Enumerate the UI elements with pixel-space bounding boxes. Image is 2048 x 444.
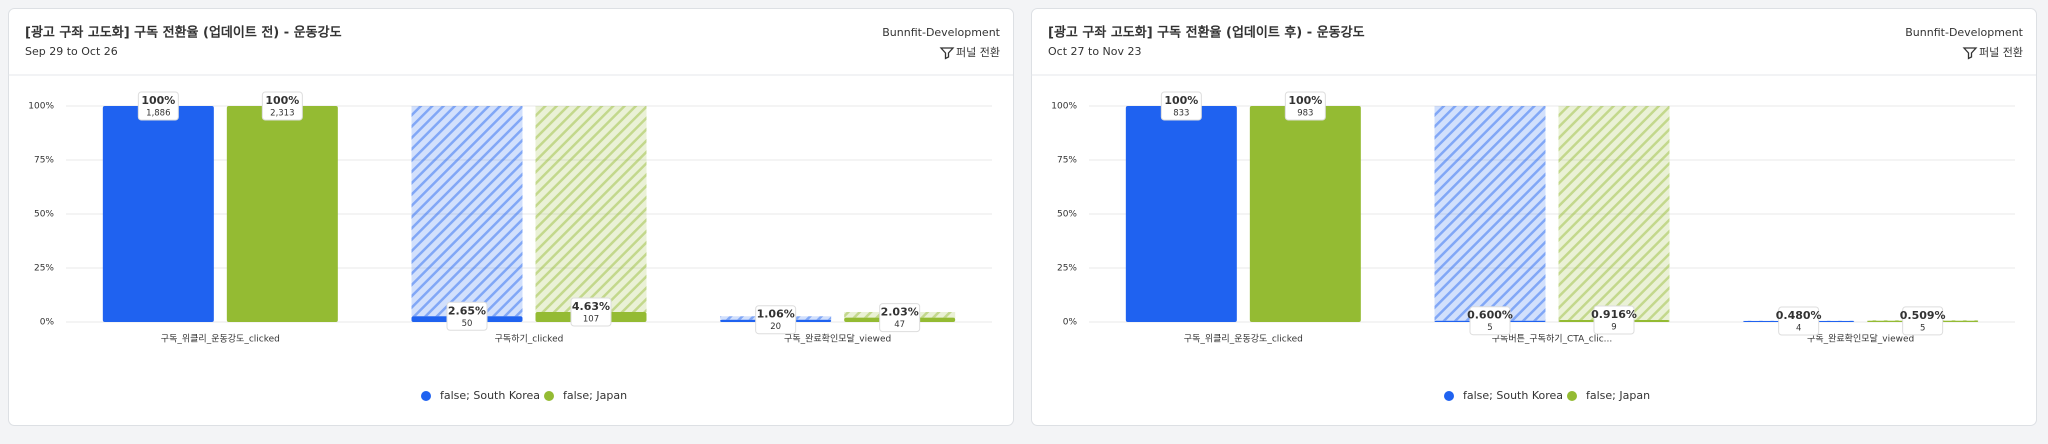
legend-marker	[1444, 391, 1454, 401]
value-label: 100% 983	[1285, 92, 1325, 120]
value-label-count: 983	[1297, 109, 1313, 119]
value-label-percent: 100%	[1288, 94, 1322, 107]
value-label-count: 5	[1920, 323, 1925, 333]
y-tick-label: 75%	[1057, 156, 1077, 166]
value-label-percent: 2.65%	[448, 304, 486, 317]
bar	[1126, 106, 1237, 322]
value-label-percent: 1.06%	[757, 308, 795, 321]
value-label: 0.916% 9	[1591, 306, 1637, 334]
dropoff-bar	[1559, 106, 1670, 320]
source-label: Bunnfit-Development	[882, 26, 1000, 39]
value-label-percent: 4.63%	[572, 300, 610, 313]
x-tick-label: 구독하기_clicked	[495, 334, 564, 345]
value-label-count: 47	[894, 320, 905, 330]
value-label-percent: 2.03%	[881, 306, 919, 319]
value-label-count: 50	[462, 319, 473, 329]
y-tick-label: 25%	[34, 264, 54, 274]
y-tick-label: 75%	[34, 156, 54, 166]
bar	[103, 106, 214, 322]
dropoff-bar	[1435, 106, 1546, 321]
value-label-count: 4	[1796, 323, 1801, 333]
x-tick-label: 구독_위클리_운동강도_clicked	[161, 334, 280, 345]
x-tick-label: 구독_위클리_운동강도_clicked	[1184, 334, 1303, 345]
chart-title: [광고 구좌 고도화] 구독 전환율 (업데이트 전) - 운동강도	[25, 25, 342, 41]
value-label: 4.63%107	[571, 298, 611, 326]
legend-label: false; South Korea	[440, 389, 540, 402]
value-label: 2.03%47	[880, 304, 920, 332]
value-label-count: 1,886	[146, 109, 170, 119]
chart-panel: [광고 구좌 고도화] 구독 전환율 (업데이트 전) - 운동강도 Sep 29…	[9, 9, 1014, 426]
value-label: 100% 833	[1161, 92, 1201, 120]
y-tick-label: 25%	[1057, 264, 1077, 274]
bar	[227, 106, 338, 322]
y-tick-label: 50%	[34, 210, 54, 220]
value-label: 0.509%5	[1900, 307, 1946, 335]
value-label: 100% 2,313	[262, 92, 302, 120]
value-label: 0.600%5	[1467, 307, 1513, 335]
value-label-count: 107	[583, 314, 599, 324]
y-tick-label: 50%	[1057, 210, 1077, 220]
button-label[interactable]: 퍼널 전환	[1979, 46, 2023, 59]
value-label: 100% 1,886	[138, 92, 178, 120]
chart-subtitle: Oct 27 to Nov 23	[1048, 45, 1142, 58]
value-label-percent: 0.509%	[1900, 309, 1946, 322]
legend-marker	[1567, 391, 1577, 401]
x-tick-label: 구독_완료확인모달_viewed	[784, 333, 891, 345]
value-label-percent: 100%	[1164, 94, 1198, 107]
x-tick-label: 구독_완료확인모달_viewed	[1807, 333, 1914, 345]
chart-panel: [광고 구좌 고도화] 구독 전환율 (업데이트 후) - 운동강도 Oct 27…	[1032, 9, 2037, 426]
button-label[interactable]: 퍼널 전환	[956, 46, 1000, 59]
value-label: 2.65% 50	[447, 302, 487, 330]
y-tick-label: 100%	[1051, 102, 1077, 112]
legend-label: false; South Korea	[1463, 389, 1563, 402]
value-label: 1.06%20	[756, 306, 796, 334]
value-label-count: 9	[1611, 323, 1616, 333]
chart-title: [광고 구좌 고도화] 구독 전환율 (업데이트 후) - 운동강도	[1048, 25, 1365, 41]
value-label-percent: 0.916%	[1591, 308, 1637, 321]
value-label-count: 833	[1173, 109, 1189, 119]
y-tick-label: 0%	[40, 318, 55, 328]
value-label-percent: 100%	[265, 94, 299, 107]
value-label: 0.480%4	[1776, 307, 1822, 335]
legend-marker	[421, 391, 431, 401]
legend-marker	[544, 391, 554, 401]
legend-label: false; Japan	[563, 389, 627, 402]
bar	[1250, 106, 1361, 322]
value-label-percent: 100%	[141, 94, 175, 107]
dropoff-bar	[412, 106, 523, 316]
x-tick-label: 구독버튼_구독하기_CTA_clic...	[1492, 334, 1612, 345]
value-label-count: 20	[770, 322, 781, 332]
value-label-percent: 0.600%	[1467, 309, 1513, 322]
y-tick-label: 0%	[1063, 318, 1078, 328]
value-label-count: 2,313	[270, 109, 294, 119]
source-label: Bunnfit-Development	[1905, 26, 2023, 39]
y-tick-label: 100%	[28, 102, 54, 112]
dropoff-bar	[536, 106, 647, 312]
value-label-percent: 0.480%	[1776, 309, 1822, 322]
value-label-count: 5	[1487, 323, 1492, 333]
chart-subtitle: Sep 29 to Oct 26	[25, 45, 118, 58]
legend-label: false; Japan	[1586, 389, 1650, 402]
